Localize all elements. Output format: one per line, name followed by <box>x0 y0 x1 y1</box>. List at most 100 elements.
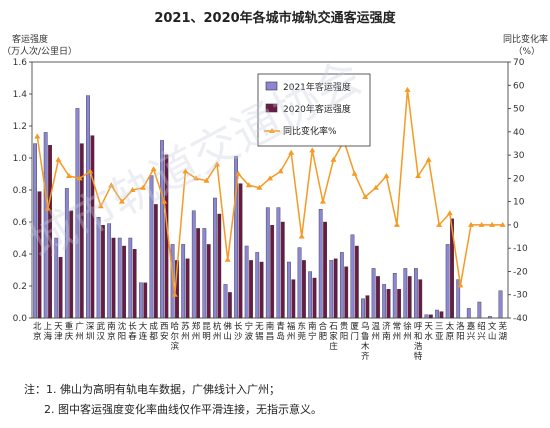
x-tick-label: 嘉 <box>467 321 476 332</box>
bar-2021 <box>403 268 408 319</box>
bar-2020 <box>407 276 412 319</box>
x-tick-label: 昌 <box>266 332 275 342</box>
x-tick-label: 乌 <box>361 321 370 332</box>
x-tick-label: 南 <box>308 321 317 332</box>
rate-marker <box>108 182 115 188</box>
bar-2020 <box>90 135 95 319</box>
bar-2021 <box>202 228 207 319</box>
x-tick-label: 昆 <box>202 322 211 332</box>
rate-marker <box>489 221 496 227</box>
x-tick-label: 太 <box>446 321 455 332</box>
bar-2021 <box>43 132 48 319</box>
bar-2020 <box>344 266 349 319</box>
x-tick-label: 哈 <box>171 321 180 332</box>
bar-2021 <box>361 298 365 319</box>
bar-2020 <box>439 311 444 319</box>
x-tick-label: 芜 <box>498 321 507 332</box>
bar-2020 <box>122 245 126 319</box>
bar-2021 <box>339 252 344 319</box>
y2-tick-label: 40 <box>513 128 525 138</box>
x-tick-label: 州 <box>192 332 201 342</box>
bar-2020 <box>312 277 317 319</box>
bar-2020 <box>450 218 454 319</box>
x-tick-label: 宁 <box>245 321 254 332</box>
x-tick-label: 州 <box>403 332 412 342</box>
bar-2021 <box>244 245 249 319</box>
bar-2020 <box>37 191 42 319</box>
x-tick-label: 原 <box>446 332 455 342</box>
rate-marker <box>87 168 94 174</box>
rate-marker <box>446 210 453 216</box>
x-tick-label: 圳 <box>86 331 95 342</box>
x-tick-label: 安 <box>160 331 169 342</box>
bar-2021 <box>107 223 112 319</box>
x-tick-label: 厦 <box>350 322 359 332</box>
x-tick-label: 杭 <box>213 321 222 332</box>
bar-2021 <box>297 247 302 319</box>
x-tick-label: 西 <box>160 322 169 332</box>
bar-2020 <box>217 213 222 319</box>
x-tick-label: 门 <box>350 331 359 342</box>
y-tick-label: 1.6 <box>13 58 28 68</box>
bar-2020 <box>58 257 63 319</box>
bar-2021 <box>117 237 122 319</box>
rate-marker <box>319 198 326 204</box>
y-tick-label: 1.0 <box>13 154 28 164</box>
x-tick-label: 长 <box>128 321 137 332</box>
x-tick-label: 武 <box>96 321 105 332</box>
x-tick-label: 家 <box>329 331 338 342</box>
bar-2021 <box>498 290 503 319</box>
bar-2021 <box>276 207 281 319</box>
bar-2021 <box>350 234 355 319</box>
x-tick-label: 南 <box>107 321 116 332</box>
rate-marker <box>140 184 147 190</box>
footnote-2: 2. 图中客运强度变化率曲线仅作平滑连接，无指示意义。 <box>44 403 322 416</box>
legend-swatch-2021 <box>265 81 278 91</box>
y2-tick-label: 30 <box>513 151 525 161</box>
x-tick-label: 北 <box>33 322 42 332</box>
bar-2020 <box>323 221 327 319</box>
rate-marker <box>129 187 136 192</box>
x-tick-label: 兴 <box>477 332 486 342</box>
x-tick-label: 沈 <box>118 321 127 332</box>
bar-2021 <box>435 309 439 319</box>
bar-2020 <box>101 224 105 319</box>
x-tick-label: 阳 <box>340 332 349 342</box>
bar-2021 <box>318 208 323 319</box>
x-tick-label: 都 <box>149 332 158 342</box>
x-tick-label: 文 <box>488 321 497 332</box>
bar-2020 <box>428 314 433 319</box>
bar-2020 <box>418 279 423 319</box>
rate-marker <box>66 173 72 178</box>
bar-2021 <box>488 316 492 319</box>
x-tick-label: 海 <box>44 331 53 342</box>
x-tick-label: 连 <box>139 331 148 342</box>
x-tick-label: 鲁 <box>361 331 370 342</box>
x-tick-label: 庄 <box>329 341 338 352</box>
bar-2021 <box>255 252 260 319</box>
x-tick-label: 肥 <box>319 332 328 342</box>
y-tick-label: 0.4 <box>13 250 28 260</box>
chart-title: 2021、2020年各城市城轨交通客运强度 <box>154 10 396 26</box>
x-tick-label: 滨 <box>171 341 180 352</box>
bar-2021 <box>54 237 59 319</box>
bar-2020 <box>206 244 211 319</box>
bar-2021 <box>265 207 270 319</box>
bar-2021 <box>456 279 461 319</box>
x-tick-label: 岛 <box>276 331 285 342</box>
bar-2020 <box>270 224 275 319</box>
rate-marker <box>362 194 369 199</box>
rate-marker <box>34 133 41 139</box>
x-tick-label: 呼 <box>414 321 423 332</box>
rate-marker <box>277 168 284 174</box>
x-tick-label: 水 <box>424 331 433 342</box>
bar-2021 <box>33 143 37 319</box>
bar-2021 <box>234 156 238 319</box>
rate-marker <box>171 291 178 297</box>
y2-tick-label: 0 <box>513 221 519 231</box>
legend-label-2020: 2020年客运强度 <box>283 103 351 115</box>
x-tick-label: 春 <box>128 331 137 342</box>
y-tick-label: 0.0 <box>13 314 28 324</box>
rate-marker <box>393 221 400 227</box>
x-tick-label: 山 <box>223 331 232 342</box>
